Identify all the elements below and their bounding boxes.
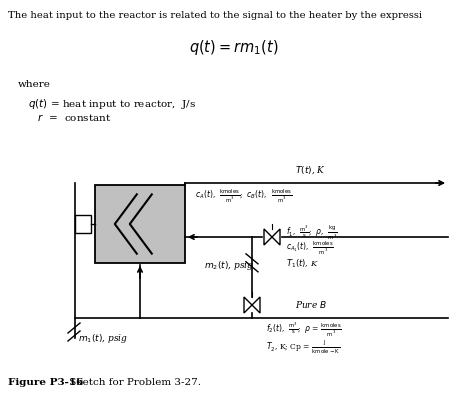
Text: $T_2$, K; Cp = $\frac{\rm J}{\rm kmole - K}$: $T_2$, K; Cp = $\frac{\rm J}{\rm kmole -… [266,338,340,356]
Text: $f_2(t)$,  $\frac{\rm m^3}{\rm s}$;  $\rho$ = $\frac{\rm kmoles}{\rm m^3}$: $f_2(t)$, $\frac{\rm m^3}{\rm s}$; $\rho… [266,321,342,339]
Text: The heat input to the reactor is related to the signal to the heater by the expr: The heat input to the reactor is related… [8,11,422,20]
Bar [95,185,185,263]
Text: $c_{A_1}(t)$,  $\frac{\rm kmoles}{\rm m^3}$: $c_{A_1}(t)$, $\frac{\rm kmoles}{\rm m^3… [286,240,334,257]
Text: $m_2(t)$, psig: $m_2(t)$, psig [204,259,254,272]
Bar [75,215,91,233]
Text: $c_A(t)$,  $\frac{\rm kmoles}{\rm m^3}$;  $c_B(t)$,  $\frac{\rm kmoles}{\rm m^3}: $c_A(t)$, $\frac{\rm kmoles}{\rm m^3}$; … [195,188,292,205]
Text: where: where [18,80,51,89]
Text: $q(t) = rm_1(t)$: $q(t) = rm_1(t)$ [189,38,279,57]
Text: $q(t)$ = heat input to reactor,  J/s: $q(t)$ = heat input to reactor, J/s [28,97,196,111]
Text: $T_1(t)$, K: $T_1(t)$, K [286,257,319,269]
Text: $r$  =  constant: $r$ = constant [28,112,111,123]
Text: Pure $B$: Pure $B$ [295,299,327,310]
Text: Figure P3-16: Figure P3-16 [8,378,83,387]
Text: Sketch for Problem 3-27.: Sketch for Problem 3-27. [66,378,201,387]
Text: $f_1$,  $\frac{\rm m^3}{\rm s}$;  $\rho$,  $\frac{\rm kg}{\rm m^3}$: $f_1$, $\frac{\rm m^3}{\rm s}$; $\rho$, … [286,223,338,242]
Text: $m_1(t)$, psig: $m_1(t)$, psig [78,332,128,345]
Text: $T(t)$, K: $T(t)$, K [294,164,325,176]
